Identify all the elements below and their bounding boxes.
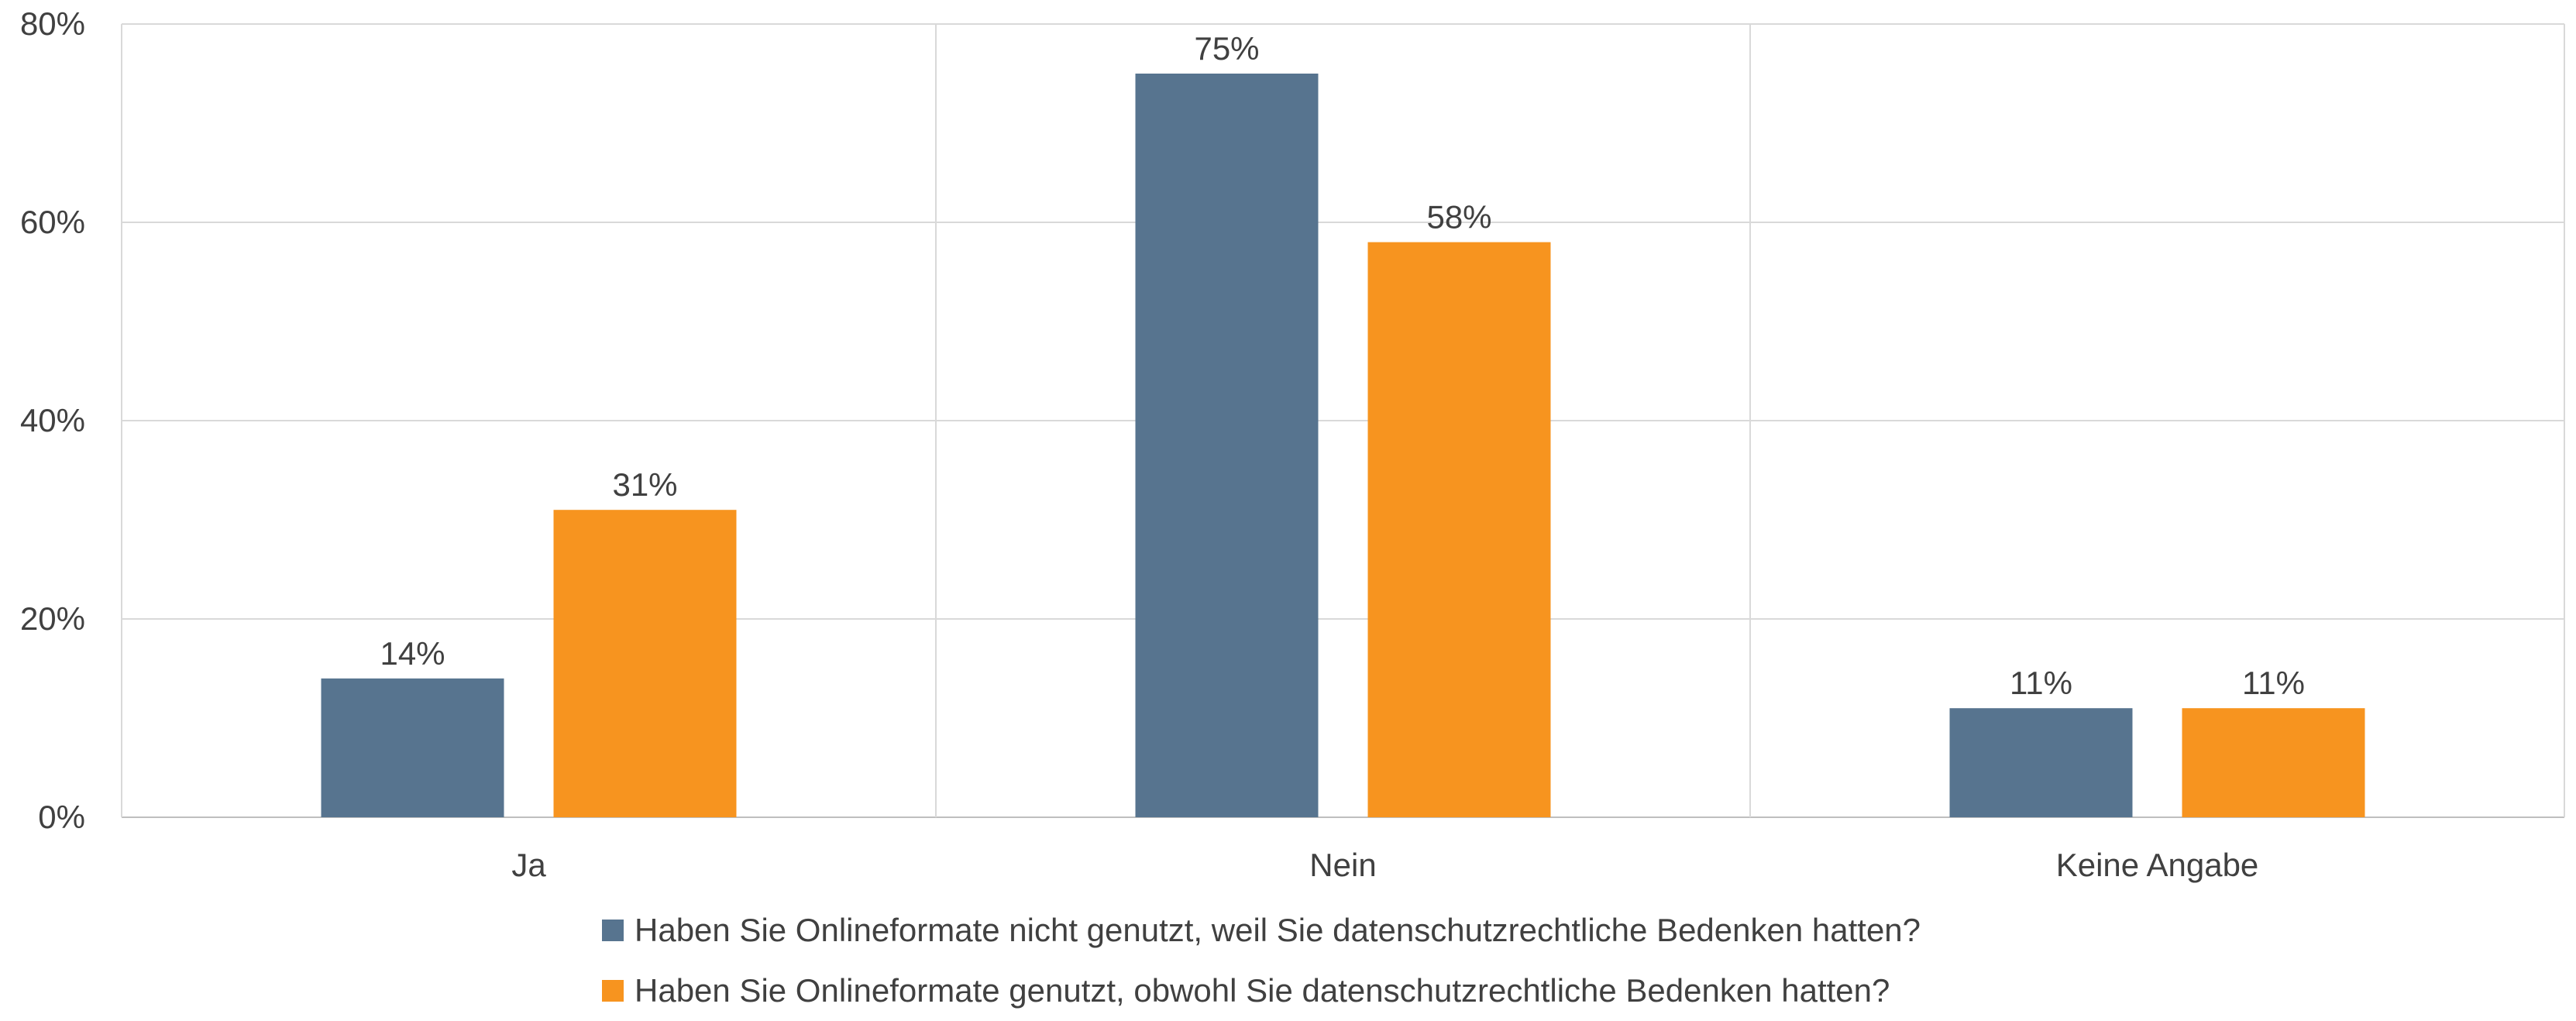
legend-label-series-2: Haben Sie Onlineformate genutzt, obwohl … xyxy=(635,972,1890,1009)
legend-item-series-1[interactable]: Haben Sie Onlineformate nicht genutzt, w… xyxy=(602,900,2461,961)
bar-series-2-keine-angabe[interactable] xyxy=(2182,708,2365,817)
bar-series-1-nein[interactable] xyxy=(1135,74,1319,817)
legend-swatch-series-1 xyxy=(602,920,624,941)
legend-label-series-1: Haben Sie Onlineformate nicht genutzt, w… xyxy=(635,912,1921,948)
data-label: 31% xyxy=(612,466,677,503)
y-tick-label: 20% xyxy=(20,600,85,637)
y-tick-label: 40% xyxy=(20,402,85,438)
gridlines xyxy=(121,23,2565,818)
data-label: 14% xyxy=(380,635,445,672)
y-tick-label: 60% xyxy=(20,204,85,240)
bar-chart: 0% 20% 40% 60% 80% 14% 31% 75% 58% 11% 11% Ja Nein… xyxy=(20,5,2565,883)
x-tick-label: Nein xyxy=(1309,847,1376,883)
bar-series-1-keine-angabe[interactable] xyxy=(1949,708,2133,817)
data-label: 58% xyxy=(1426,199,1491,235)
x-tick-label: Ja xyxy=(511,847,546,883)
legend-swatch-series-2 xyxy=(602,980,624,1002)
legend-item-series-2[interactable]: Haben Sie Onlineformate genutzt, obwohl … xyxy=(602,961,2461,1021)
bars xyxy=(321,74,2365,818)
data-label: 11% xyxy=(2242,665,2305,701)
y-axis-ticks: 0% 20% 40% 60% 80% xyxy=(20,5,85,835)
bar-series-1-ja[interactable] xyxy=(321,678,504,817)
y-tick-label: 0% xyxy=(38,799,85,835)
data-labels: 14% 31% 75% 58% 11% 11% xyxy=(380,30,2305,701)
data-label: 11% xyxy=(2010,665,2072,701)
x-axis-ticks: Ja Nein Keine Angabe xyxy=(511,847,2258,883)
bar-series-2-nein[interactable] xyxy=(1367,242,1551,818)
data-label: 75% xyxy=(1194,30,1259,67)
bar-series-2-ja[interactable] xyxy=(553,510,737,817)
x-tick-label: Keine Angabe xyxy=(2056,847,2259,883)
y-tick-label: 80% xyxy=(20,5,85,42)
legend: Haben Sie Onlineformate nicht genutzt, w… xyxy=(602,900,2461,1021)
